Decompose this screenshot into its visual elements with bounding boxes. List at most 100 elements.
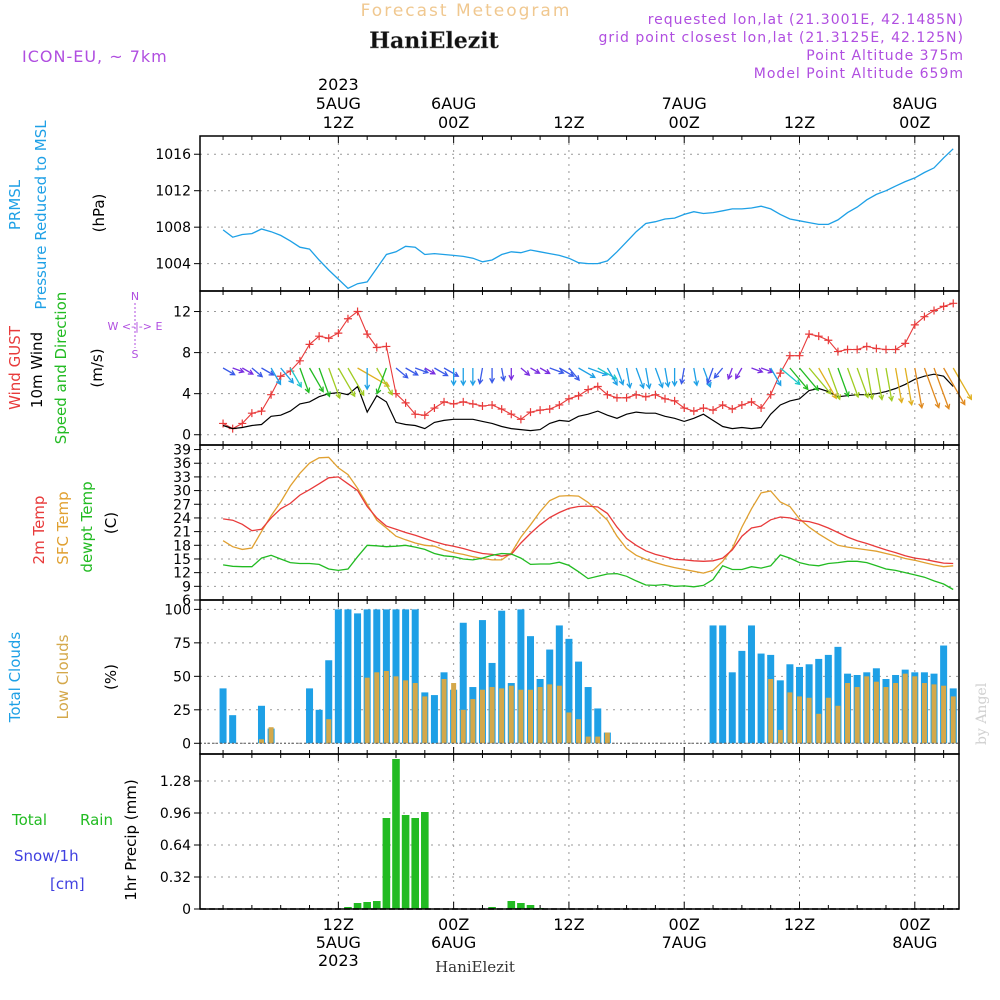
temp-2m-line [223, 476, 954, 565]
gust-marker [459, 397, 468, 406]
y-tick-label: 12 [173, 566, 191, 582]
gust-marker [891, 345, 900, 354]
bottom-time-label: 00Z [438, 915, 469, 934]
sfc-temp-line [222, 456, 954, 574]
low-cloud-bar [835, 705, 841, 744]
gust-marker [747, 397, 756, 406]
low-cloud-bar [566, 712, 572, 744]
y-tick-label: 30 [173, 484, 191, 500]
low-cloud-bar [479, 689, 485, 744]
y-tick-label: 24 [173, 511, 191, 527]
gust-marker [334, 329, 343, 338]
wind-direction-arrow [443, 367, 460, 377]
wind-direction-arrow [469, 368, 476, 387]
gust-marker [641, 392, 650, 401]
gust-marker [757, 404, 766, 413]
wind-direction-arrow [270, 367, 282, 386]
wind-panel: 0 4 8 12 Wind GUST 10m Wind Speed and Directio… [6, 290, 973, 446]
rain-bar [353, 903, 362, 909]
gust-marker [814, 332, 823, 341]
wind-direction-arrow [477, 367, 484, 385]
wind-ylabel-gust: Wind GUST [6, 325, 24, 410]
wind-direction-arrow [713, 367, 724, 379]
compass-north: N [131, 290, 139, 303]
y-tick-label: 4 [182, 387, 191, 403]
pressure-line [222, 148, 954, 290]
wind-direction-arrow [616, 367, 625, 386]
wind-direction-arrow [837, 367, 850, 398]
gust-marker [910, 320, 919, 329]
wind-direction-arrow [597, 367, 618, 380]
clouds-panel: 0 25 50 75 100 Total Clouds Low Clouds (%) [6, 599, 960, 755]
precip-label-total: Total [11, 811, 47, 829]
top-time-label: 5AUG [316, 94, 361, 113]
point-altitude: Point Altitude 375m [806, 48, 964, 64]
low-cloud-bar [893, 683, 899, 744]
wind-direction-arrow [530, 367, 541, 374]
wind-direction-arrow [395, 367, 409, 379]
bottom-time-label: 5AUG [316, 933, 361, 952]
y-tick-label: 33 [173, 470, 191, 486]
gust-line [222, 302, 954, 430]
wind-unit: (m/s) [88, 348, 106, 387]
wind-direction-arrow [671, 368, 678, 387]
wind-direction-arrow [539, 367, 551, 375]
gust-marker [315, 332, 324, 341]
low-cloud-bar [854, 687, 860, 744]
wind-direction-arrow [866, 367, 875, 401]
wind-direction-arrow [414, 367, 430, 374]
low-cloud-bar [499, 688, 505, 744]
gust-marker [622, 393, 631, 402]
low-cloud-bar [777, 729, 783, 744]
gust-marker [247, 409, 256, 418]
wind-direction-arrow [606, 367, 618, 386]
y-tick-label: 1004 [155, 257, 191, 273]
rain-bar [526, 905, 535, 909]
wind-direction-arrow [558, 367, 575, 377]
wind-direction-arrow [549, 367, 565, 375]
total-cloud-bar [709, 625, 717, 744]
total-cloud-bar [584, 687, 592, 744]
top-time-label: 6AUG [431, 94, 476, 113]
low-cloud-bar [873, 681, 879, 744]
wind-direction-arrow [405, 367, 419, 376]
wind-direction-arrow [789, 367, 809, 391]
y-tick-label: 15 [173, 552, 191, 568]
gust-marker [593, 382, 602, 391]
total-cloud-bar [411, 609, 419, 744]
total-cloud-bar [719, 625, 727, 744]
low-cloud-bar [528, 689, 534, 744]
wind-direction-arrow [923, 367, 941, 409]
wind-direction-arrow [654, 367, 664, 389]
wind-direction-arrow [808, 367, 832, 395]
gust-marker [824, 336, 833, 345]
panel-border [199, 753, 960, 910]
y-tick-label: 0 [182, 902, 191, 918]
low-cloud-bar [816, 713, 822, 744]
low-cloud-bar [556, 685, 562, 744]
wind-direction-arrow [664, 367, 671, 388]
wind-direction-arrow [702, 367, 712, 389]
y-tick-label: 1008 [155, 220, 191, 236]
y-tick-label: 75 [173, 636, 191, 652]
wind-direction-arrow [520, 367, 531, 376]
total-cloud-bar [478, 620, 486, 744]
gust-marker [939, 302, 948, 311]
wind-direction-arrow [770, 367, 782, 387]
wind-direction-arrow [450, 368, 457, 387]
temp-unit: (C) [102, 512, 120, 534]
gust-marker [363, 330, 372, 339]
gust-marker [872, 344, 881, 353]
precip-unit: 1hr Precip (mm) [122, 779, 140, 900]
rain-bar [382, 818, 391, 909]
y-tick-label: 100 [164, 602, 191, 618]
gust-marker [401, 398, 410, 407]
gust-marker [276, 372, 285, 381]
low-cloud-bar [797, 696, 803, 744]
gust-marker [267, 390, 276, 399]
wind-direction-arrow [706, 367, 714, 385]
y-tick-label: 6 [182, 593, 191, 609]
